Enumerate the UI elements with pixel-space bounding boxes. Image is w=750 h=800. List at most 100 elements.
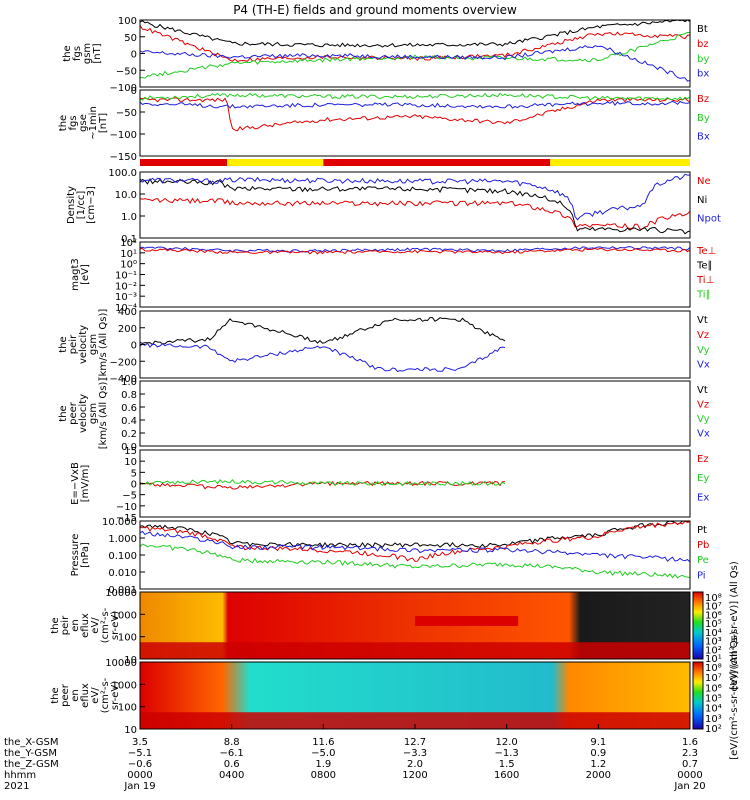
y-tick-label: 200 xyxy=(118,324,137,335)
y-axis-label: ~1min xyxy=(88,106,99,140)
y-tick-label: 10⁰ xyxy=(120,260,137,271)
y-tick-label: 0 xyxy=(131,341,137,352)
y-tick-label: 10¹ xyxy=(120,249,137,260)
mode-segment xyxy=(323,159,551,166)
y-tick-label: 400 xyxy=(118,307,137,318)
y-axis-label: eV/ xyxy=(90,617,101,634)
x-axis-value: 0.6 xyxy=(224,759,240,770)
mode-segment xyxy=(227,159,324,166)
colorbar xyxy=(692,661,704,730)
x-axis-value: Jan 19 xyxy=(123,781,155,792)
series-line-Vx xyxy=(139,342,506,372)
y-tick-label: −50 xyxy=(116,66,137,77)
legend-Bz: Bz xyxy=(697,94,709,105)
y-axis-label: [nPa] xyxy=(80,542,91,568)
legend-Te∥: Te∥ xyxy=(696,260,713,271)
y-tick-label: 0 xyxy=(131,480,137,491)
colorbar-label: [eV/(cm²-s-sr-eV)] (All Qs) xyxy=(729,631,740,760)
colorbar-tick-label: 10⁵ xyxy=(705,619,722,630)
y-axis-label: [cm−3] xyxy=(86,186,97,224)
legend-Pe: Pe xyxy=(697,555,709,566)
x-axis-value: 0.9 xyxy=(590,748,606,759)
y-axis-label: peir xyxy=(60,615,71,635)
y-tick-label: −100 xyxy=(110,83,137,94)
x-axis-value: −5.1 xyxy=(128,748,152,759)
series-line-Ni xyxy=(139,178,691,235)
x-axis-value: 1.2 xyxy=(590,759,606,770)
x-axis-value: 0000 xyxy=(127,770,152,781)
y-tick-label: 1000 xyxy=(112,610,137,621)
x-axis-value: 0800 xyxy=(311,770,336,781)
y-tick-label: 0.4 xyxy=(121,416,137,427)
y-tick-label: 10⁻¹ xyxy=(115,271,137,282)
y-axis-label: velocity xyxy=(78,325,89,364)
series-line-by xyxy=(139,31,691,79)
y-axis-label: peer xyxy=(60,683,71,707)
x-axis-value: Jan 20 xyxy=(673,781,705,792)
y-tick-label: 100 xyxy=(118,633,137,644)
y-tick-label: 10⁻³ xyxy=(115,292,137,303)
y-axis-label: E=−VxB xyxy=(70,462,81,505)
legend-Vx: Vx xyxy=(697,428,710,439)
series-line-Pt xyxy=(139,520,691,549)
y-axis-label: the xyxy=(50,617,61,633)
legend-Pb: Pb xyxy=(697,540,709,551)
legend-Vy: Vy xyxy=(697,414,710,425)
legend-Ti∥: Ti∥ xyxy=(696,289,711,300)
y-tick-label: 10² xyxy=(120,238,137,249)
y-tick-label: 10000 xyxy=(105,658,137,669)
legend-by: by xyxy=(697,54,709,65)
y-axis-label: sr-eV) xyxy=(110,681,121,710)
series-line-Ne xyxy=(139,197,691,230)
series-line-Bt xyxy=(139,19,691,48)
x-axis-value: 0000 xyxy=(677,770,702,781)
heatmap-band xyxy=(415,616,519,626)
plot-title: P4 (TH-E) fields and ground moments over… xyxy=(233,3,517,17)
mode-segment xyxy=(550,159,690,166)
y-tick-label: 1.000 xyxy=(108,534,137,545)
y-axis-label: [nT] xyxy=(92,43,103,63)
y-tick-label: 100 xyxy=(118,16,137,27)
y-axis-label: [mV/m] xyxy=(80,465,91,503)
y-tick-label: 100 xyxy=(118,703,137,714)
legend-Vz: Vz xyxy=(697,399,709,410)
panel-peir_velocity: 400 200 0 −200 −400 the peir velocity gsm [km/s (… xyxy=(58,307,710,385)
legend-Vy: Vy xyxy=(697,345,710,356)
x-axis-value: −1.3 xyxy=(495,748,519,759)
y-tick-label: 1000 xyxy=(112,680,137,691)
y-axis-label: the xyxy=(58,115,69,131)
series-line-Pi xyxy=(139,530,691,563)
x-axis-value: 0400 xyxy=(219,770,244,781)
y-tick-label: −400 xyxy=(110,374,137,385)
x-axis-value: 3.5 xyxy=(132,737,148,748)
colorbar-tick-label: 10³ xyxy=(705,714,722,725)
y-axis-label: Pressure xyxy=(70,534,81,577)
y-axis-label: eV/ xyxy=(90,687,101,704)
y-axis-label: Density xyxy=(66,186,77,224)
legend-Pi: Pi xyxy=(697,570,706,581)
legend-Vt: Vt xyxy=(697,385,708,396)
y-axis-label: (cm²-s- xyxy=(100,607,111,643)
y-tick-label: −100 xyxy=(110,130,137,141)
panel-pressure: 10.000 1.000 0.100 0.010 0.001 Pressure [nPa] P… xyxy=(70,517,709,596)
legend-bz: bz xyxy=(697,39,709,50)
x-axis-value: −0.6 xyxy=(128,759,152,770)
y-tick-label: 1.0 xyxy=(121,212,137,223)
y-tick-label: 50 xyxy=(124,33,137,44)
series-line-By xyxy=(139,92,691,101)
colorbar-tick-label: 10⁸ xyxy=(705,663,722,674)
legend-Vx: Vx xyxy=(697,360,710,371)
series-line-Ey xyxy=(139,478,506,487)
panel-fgs_gsm: 100 50 0 −50 −100 the fgs gsm [nT] Bt bz by bx xyxy=(62,16,709,94)
y-tick-label: 0.8 xyxy=(121,390,137,401)
colorbar-tick-label: 10³ xyxy=(705,637,722,648)
colorbar xyxy=(692,591,704,660)
x-axis-row-label: the_X-GSM xyxy=(4,737,58,748)
y-axis-label: fgs xyxy=(68,115,79,130)
series-line-Vt xyxy=(139,317,506,346)
legend-Ni: Ni xyxy=(697,195,707,206)
legend-Bt: Bt xyxy=(697,24,708,35)
y-tick-label: 0 xyxy=(131,86,137,97)
x-axis-value: −6.1 xyxy=(220,748,244,759)
